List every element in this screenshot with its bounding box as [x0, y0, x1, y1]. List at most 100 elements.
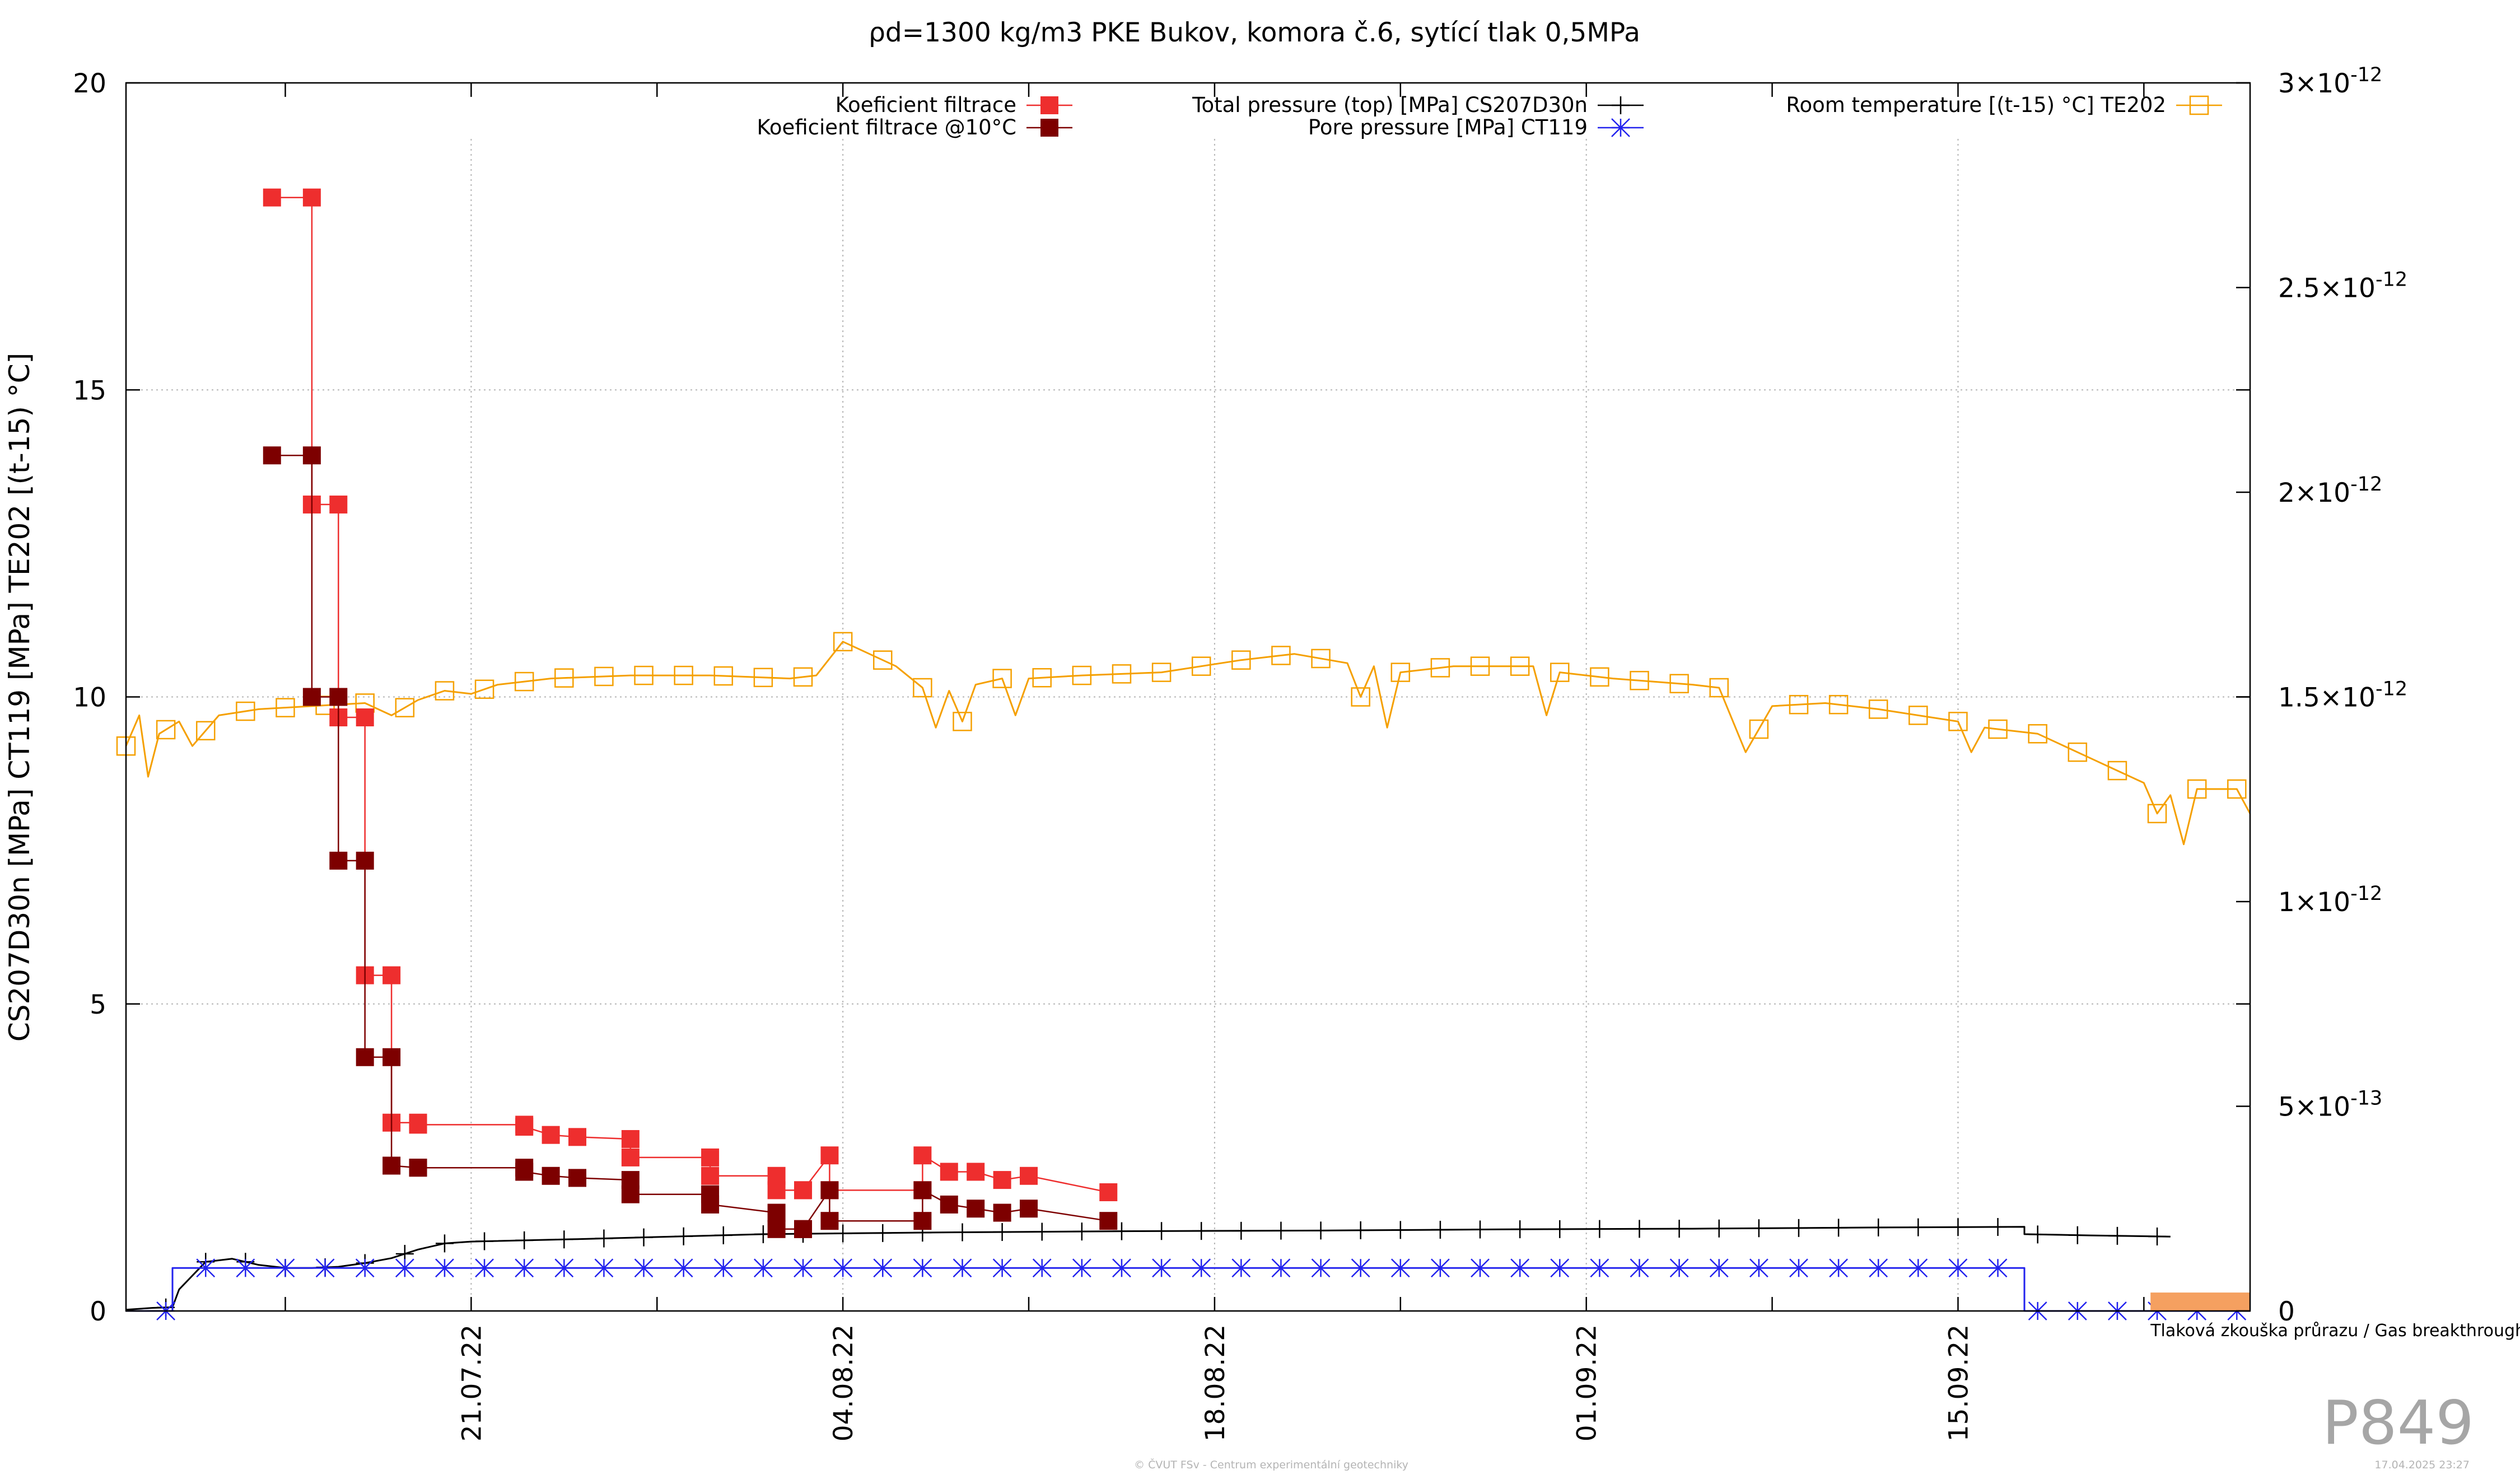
data-point: [1669, 1258, 1689, 1278]
data-point: [1192, 1258, 1211, 1278]
data-point: [474, 679, 494, 699]
data-point: [1072, 665, 1092, 685]
data-point: [263, 188, 281, 207]
series-layer: Tlaková zkouška průrazu / Gas breakthrou…: [116, 188, 2520, 1341]
series-1: [263, 446, 1118, 1238]
data-point: [1710, 1219, 1728, 1238]
data-point: [435, 1258, 454, 1278]
data-point: [1709, 678, 1729, 698]
data-point: [767, 1181, 786, 1200]
data-point: [794, 1220, 813, 1238]
data-point: [1948, 712, 1968, 731]
data-point: [2148, 1227, 2167, 1245]
data-point: [993, 1203, 1011, 1222]
data-point: [1949, 1218, 1967, 1236]
data-point: [1869, 1258, 1888, 1278]
series-2: [125, 1217, 2171, 1317]
data-point: [236, 1258, 255, 1278]
x-tick-label: 15.09.22: [1943, 1324, 1974, 1441]
data-point: [554, 668, 574, 688]
data-point: [953, 1223, 972, 1242]
data-point: [356, 1048, 374, 1066]
data-point: [1630, 671, 1649, 690]
data-point: [1311, 1258, 1331, 1278]
data-point: [1471, 1220, 1490, 1239]
y2-tick-label: 3×10-12: [2278, 64, 2382, 99]
data-point: [2147, 804, 2167, 824]
data-point: [1828, 694, 1849, 715]
footer-timestamp: 17.04.2025 23:27: [2374, 1459, 2470, 1471]
gridlines: [126, 139, 2250, 1311]
data-point: [1471, 1258, 1490, 1278]
data-point: [621, 1185, 640, 1203]
data-point: [873, 1258, 893, 1278]
data-point: [1908, 1258, 1928, 1278]
legend-marker: [1612, 96, 1630, 114]
data-point: [794, 1258, 813, 1278]
data-point: [595, 1229, 613, 1248]
data-point: [542, 1126, 560, 1144]
data-point: [1749, 1219, 1768, 1238]
data-point: [382, 1156, 401, 1175]
x-tick-label: 04.08.22: [828, 1324, 859, 1441]
data-point: [315, 1258, 335, 1278]
data-point: [568, 1169, 587, 1187]
data-point: [674, 665, 693, 685]
data-point: [2108, 1226, 2126, 1245]
y2-tick-label: 5×10-13: [2278, 1088, 2382, 1123]
data-point: [1749, 719, 1769, 739]
data-point: [2068, 1226, 2087, 1244]
data-point: [542, 1166, 560, 1185]
data-point: [156, 720, 176, 740]
data-point: [992, 669, 1012, 688]
legend-marker: [2189, 95, 2209, 115]
data-point: [1789, 1219, 1808, 1237]
series-0: [263, 188, 1118, 1202]
data-point: [1948, 1258, 1968, 1278]
data-point: [435, 681, 455, 701]
x-tick-label: 01.09.22: [1572, 1324, 1603, 1441]
legend-label: Koeficient filtrace @10°C: [757, 115, 1017, 139]
data-point: [754, 1258, 773, 1278]
data-point: [1550, 662, 1570, 682]
y-tick-label: 20: [73, 68, 106, 99]
data-point: [195, 721, 216, 741]
data-point: [515, 1258, 534, 1278]
data-point: [701, 1166, 720, 1185]
data-point: [634, 1258, 654, 1278]
data-point: [475, 1232, 494, 1250]
data-point: [1709, 1258, 1729, 1278]
data-point: [1311, 648, 1331, 669]
data-point: [767, 1203, 786, 1222]
y-tick-label: 15: [73, 375, 106, 406]
data-point: [1020, 1200, 1038, 1218]
data-point: [1099, 1183, 1118, 1202]
data-point: [2227, 779, 2247, 799]
data-point: [382, 966, 401, 984]
y2-tick-label: 2.5×10-12: [2278, 269, 2407, 304]
data-point: [382, 1048, 401, 1066]
data-point: [834, 1224, 852, 1243]
data-point: [302, 688, 321, 706]
data-point: [1789, 694, 1809, 715]
data-point: [1072, 1222, 1091, 1241]
legend-entry: Pore pressure [MPa] CT119: [1308, 115, 1644, 139]
data-point: [820, 1146, 839, 1165]
data-point: [2068, 742, 2088, 762]
data-point: [913, 1258, 932, 1278]
data-point: [820, 1181, 839, 1200]
data-point: [634, 1228, 653, 1247]
data-point: [1191, 656, 1211, 676]
data-point: [1510, 656, 1530, 676]
legend-label: Koeficient filtrace: [836, 93, 1016, 117]
data-point: [1551, 1220, 1569, 1238]
data-point: [435, 1234, 454, 1253]
data-point: [1271, 646, 1291, 665]
data-point: [953, 1258, 972, 1278]
data-point: [1351, 687, 1370, 707]
data-point: [302, 446, 321, 465]
data-point: [701, 1195, 720, 1214]
data-point: [913, 1212, 932, 1230]
data-point: [634, 665, 654, 685]
